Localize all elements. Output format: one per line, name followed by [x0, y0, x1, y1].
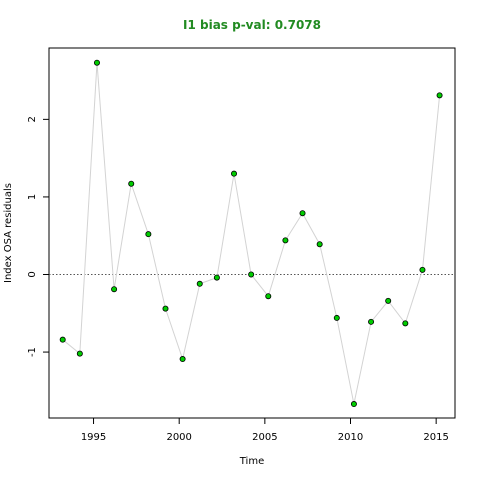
data-point: [419, 266, 426, 273]
data-point: [179, 356, 186, 363]
data-point: [248, 271, 255, 278]
data-point: [385, 297, 392, 304]
x-axis: 1995 2000 2005 2010 2015: [81, 418, 449, 443]
data-point: [76, 350, 83, 357]
data-point: [402, 320, 409, 327]
data-point: [231, 170, 238, 177]
y-tick-label: -1: [27, 347, 38, 357]
y-tick-label: 1: [27, 194, 38, 200]
data-point: [282, 237, 289, 244]
data-point: [111, 286, 118, 293]
data-point: [128, 180, 135, 187]
data-point: [162, 305, 169, 312]
x-tick-label: 2010: [338, 432, 363, 443]
y-axis-label: Index OSA residuals: [3, 183, 14, 283]
data-point: [368, 318, 375, 325]
residual-points: [59, 59, 443, 408]
data-point: [196, 280, 203, 287]
x-tick-label: 2000: [166, 432, 191, 443]
data-point: [265, 293, 272, 300]
data-point: [93, 59, 100, 66]
y-tick-label: 2: [27, 116, 38, 122]
data-point: [333, 314, 340, 321]
data-point: [213, 274, 220, 281]
chart-title: I1 bias p-val: 0.7078: [183, 18, 321, 32]
data-point: [436, 92, 443, 99]
data-point: [299, 210, 306, 217]
data-point: [350, 401, 357, 408]
data-point: [145, 231, 152, 238]
y-axis: -1 0 1 2: [27, 116, 49, 357]
x-tick-label: 2005: [252, 432, 277, 443]
y-tick-label: 0: [27, 271, 38, 277]
x-tick-label: 1995: [81, 432, 106, 443]
x-tick-label: 2015: [423, 432, 448, 443]
x-axis-label: Time: [239, 456, 264, 467]
data-point: [316, 241, 323, 248]
plot-frame: [48, 47, 456, 419]
residuals-line: [62, 62, 441, 405]
data-point: [59, 336, 66, 343]
